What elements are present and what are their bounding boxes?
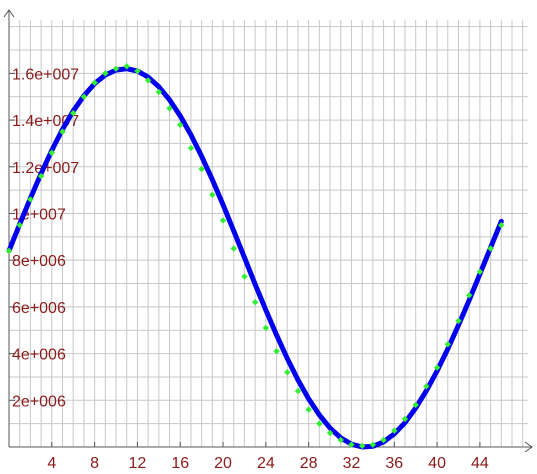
data-point xyxy=(305,406,312,413)
data-point xyxy=(209,191,216,198)
x-tick-label: 20 xyxy=(214,455,232,472)
x-tick-label: 8 xyxy=(90,455,99,472)
series-line xyxy=(6,66,504,450)
point-layer xyxy=(5,63,505,450)
data-point xyxy=(337,436,344,444)
data-point xyxy=(219,217,227,224)
data-point xyxy=(59,128,66,135)
data-point xyxy=(241,273,248,280)
data-point xyxy=(433,364,441,371)
data-point xyxy=(251,299,259,306)
data-point xyxy=(177,121,184,128)
data-point xyxy=(48,149,56,156)
data-point xyxy=(187,144,195,152)
data-point xyxy=(262,324,270,332)
data-point xyxy=(123,63,130,70)
y-tick-label: 8e+006 xyxy=(12,253,66,270)
data-point xyxy=(198,165,205,173)
data-point xyxy=(498,221,505,229)
data-point xyxy=(380,436,387,444)
data-point xyxy=(16,221,23,229)
data-point xyxy=(80,93,88,100)
data-point xyxy=(423,383,430,390)
data-point xyxy=(465,292,473,299)
data-point xyxy=(412,401,419,409)
data-point xyxy=(102,70,109,77)
data-point xyxy=(230,245,237,252)
data-point xyxy=(444,341,451,348)
y-axis-arrow xyxy=(3,9,15,18)
data-point xyxy=(155,88,163,96)
y-tick-label: 6e+006 xyxy=(12,300,66,317)
axes xyxy=(3,9,533,453)
x-axis-ticks: 4 8 12 16 20 24 28 32 36 40 44 xyxy=(47,442,489,472)
data-point xyxy=(144,77,152,84)
data-point xyxy=(316,420,323,427)
data-point xyxy=(37,172,45,180)
x-tick-label: 40 xyxy=(428,455,446,472)
data-point xyxy=(134,67,141,75)
x-tick-label: 32 xyxy=(343,455,361,472)
data-point xyxy=(348,441,355,448)
x-tick-label: 36 xyxy=(385,455,403,472)
data-point xyxy=(166,105,173,112)
grid xyxy=(8,20,528,447)
y-tick-label: 4e+006 xyxy=(12,347,66,364)
x-tick-label: 16 xyxy=(171,455,189,472)
series-layer xyxy=(6,66,504,450)
data-point xyxy=(455,317,462,325)
data-point xyxy=(294,387,302,395)
x-tick-label: 12 xyxy=(129,455,147,472)
data-point xyxy=(284,369,291,376)
data-point xyxy=(358,442,366,450)
data-point xyxy=(27,196,34,203)
x-tick-label: 28 xyxy=(300,455,318,472)
data-point xyxy=(70,109,77,117)
data-point xyxy=(5,247,13,255)
data-point xyxy=(369,441,377,448)
y-tick-label: 1.6e+007 xyxy=(12,66,79,83)
x-axis-arrow xyxy=(524,441,533,453)
data-point xyxy=(112,65,120,72)
y-tick-label: 2e+006 xyxy=(12,393,66,410)
x-tick-label: 44 xyxy=(471,455,489,472)
data-point xyxy=(91,79,98,86)
data-point xyxy=(273,348,280,355)
x-tick-label: 24 xyxy=(257,455,275,472)
x-tick-label: 4 xyxy=(47,455,56,472)
data-point xyxy=(401,415,409,423)
data-point xyxy=(326,429,334,437)
data-point xyxy=(487,245,494,252)
data-point xyxy=(391,427,398,434)
data-point xyxy=(476,268,484,276)
